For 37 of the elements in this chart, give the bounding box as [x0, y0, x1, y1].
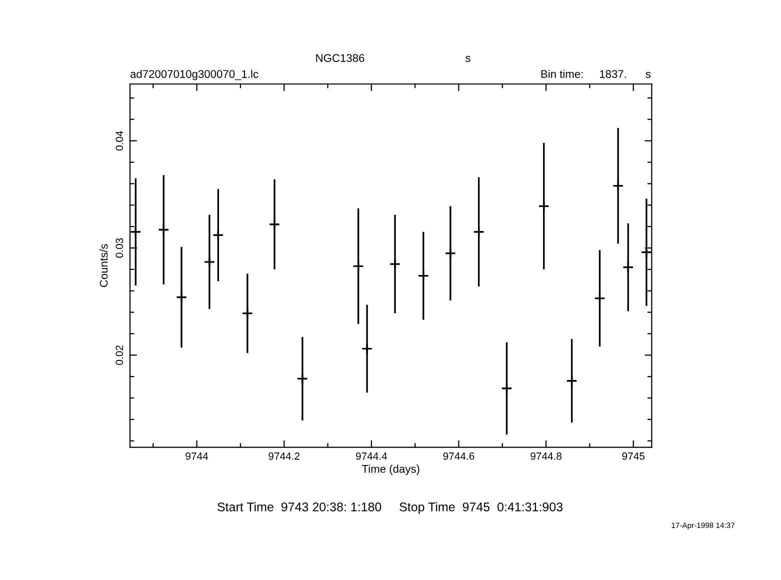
text: s: [466, 56, 470, 62]
point: [473, 226, 485, 238]
point: [538, 200, 550, 212]
point: [418, 270, 430, 282]
text: Bin time: 1837. s: [541, 70, 651, 78]
point: [158, 224, 170, 236]
point: [594, 292, 606, 304]
y-tick-label: 0.02: [116, 346, 124, 365]
point: [566, 375, 578, 387]
point: [268, 218, 280, 230]
point: [130, 226, 142, 238]
x-tick-label: 9745: [622, 452, 645, 460]
text: ad72007010g300070_1.lc: [130, 70, 258, 80]
x-axis-title: Time (days): [362, 464, 420, 476]
x-tick-label: 9744.6: [443, 452, 474, 460]
point: [212, 229, 224, 241]
point: [622, 262, 634, 273]
point: [501, 382, 512, 394]
point: [242, 308, 254, 320]
point: [444, 248, 456, 260]
point: [352, 260, 364, 272]
text: Start Time 9743 20:38: 1:180 Stop Time 9745 0:41:31:903: [218, 502, 562, 514]
x-tick-label: 9744.8: [530, 452, 562, 460]
point: [361, 343, 373, 354]
point: [640, 246, 652, 258]
point: [389, 258, 401, 270]
chart-title: NGC1386: [316, 54, 364, 62]
y-axis-title: Counts/s: [100, 244, 108, 288]
point: [612, 180, 624, 192]
x-tick-label: 9744: [186, 452, 208, 460]
y-tick-label: 0.04: [116, 130, 124, 151]
x-tick-label: 9744.4: [356, 452, 388, 460]
point: [204, 256, 216, 268]
point: [176, 292, 188, 303]
x-tick-label: 9744.2: [268, 452, 300, 460]
y-tick-label: 0.03: [116, 238, 124, 258]
point: [296, 373, 308, 384]
